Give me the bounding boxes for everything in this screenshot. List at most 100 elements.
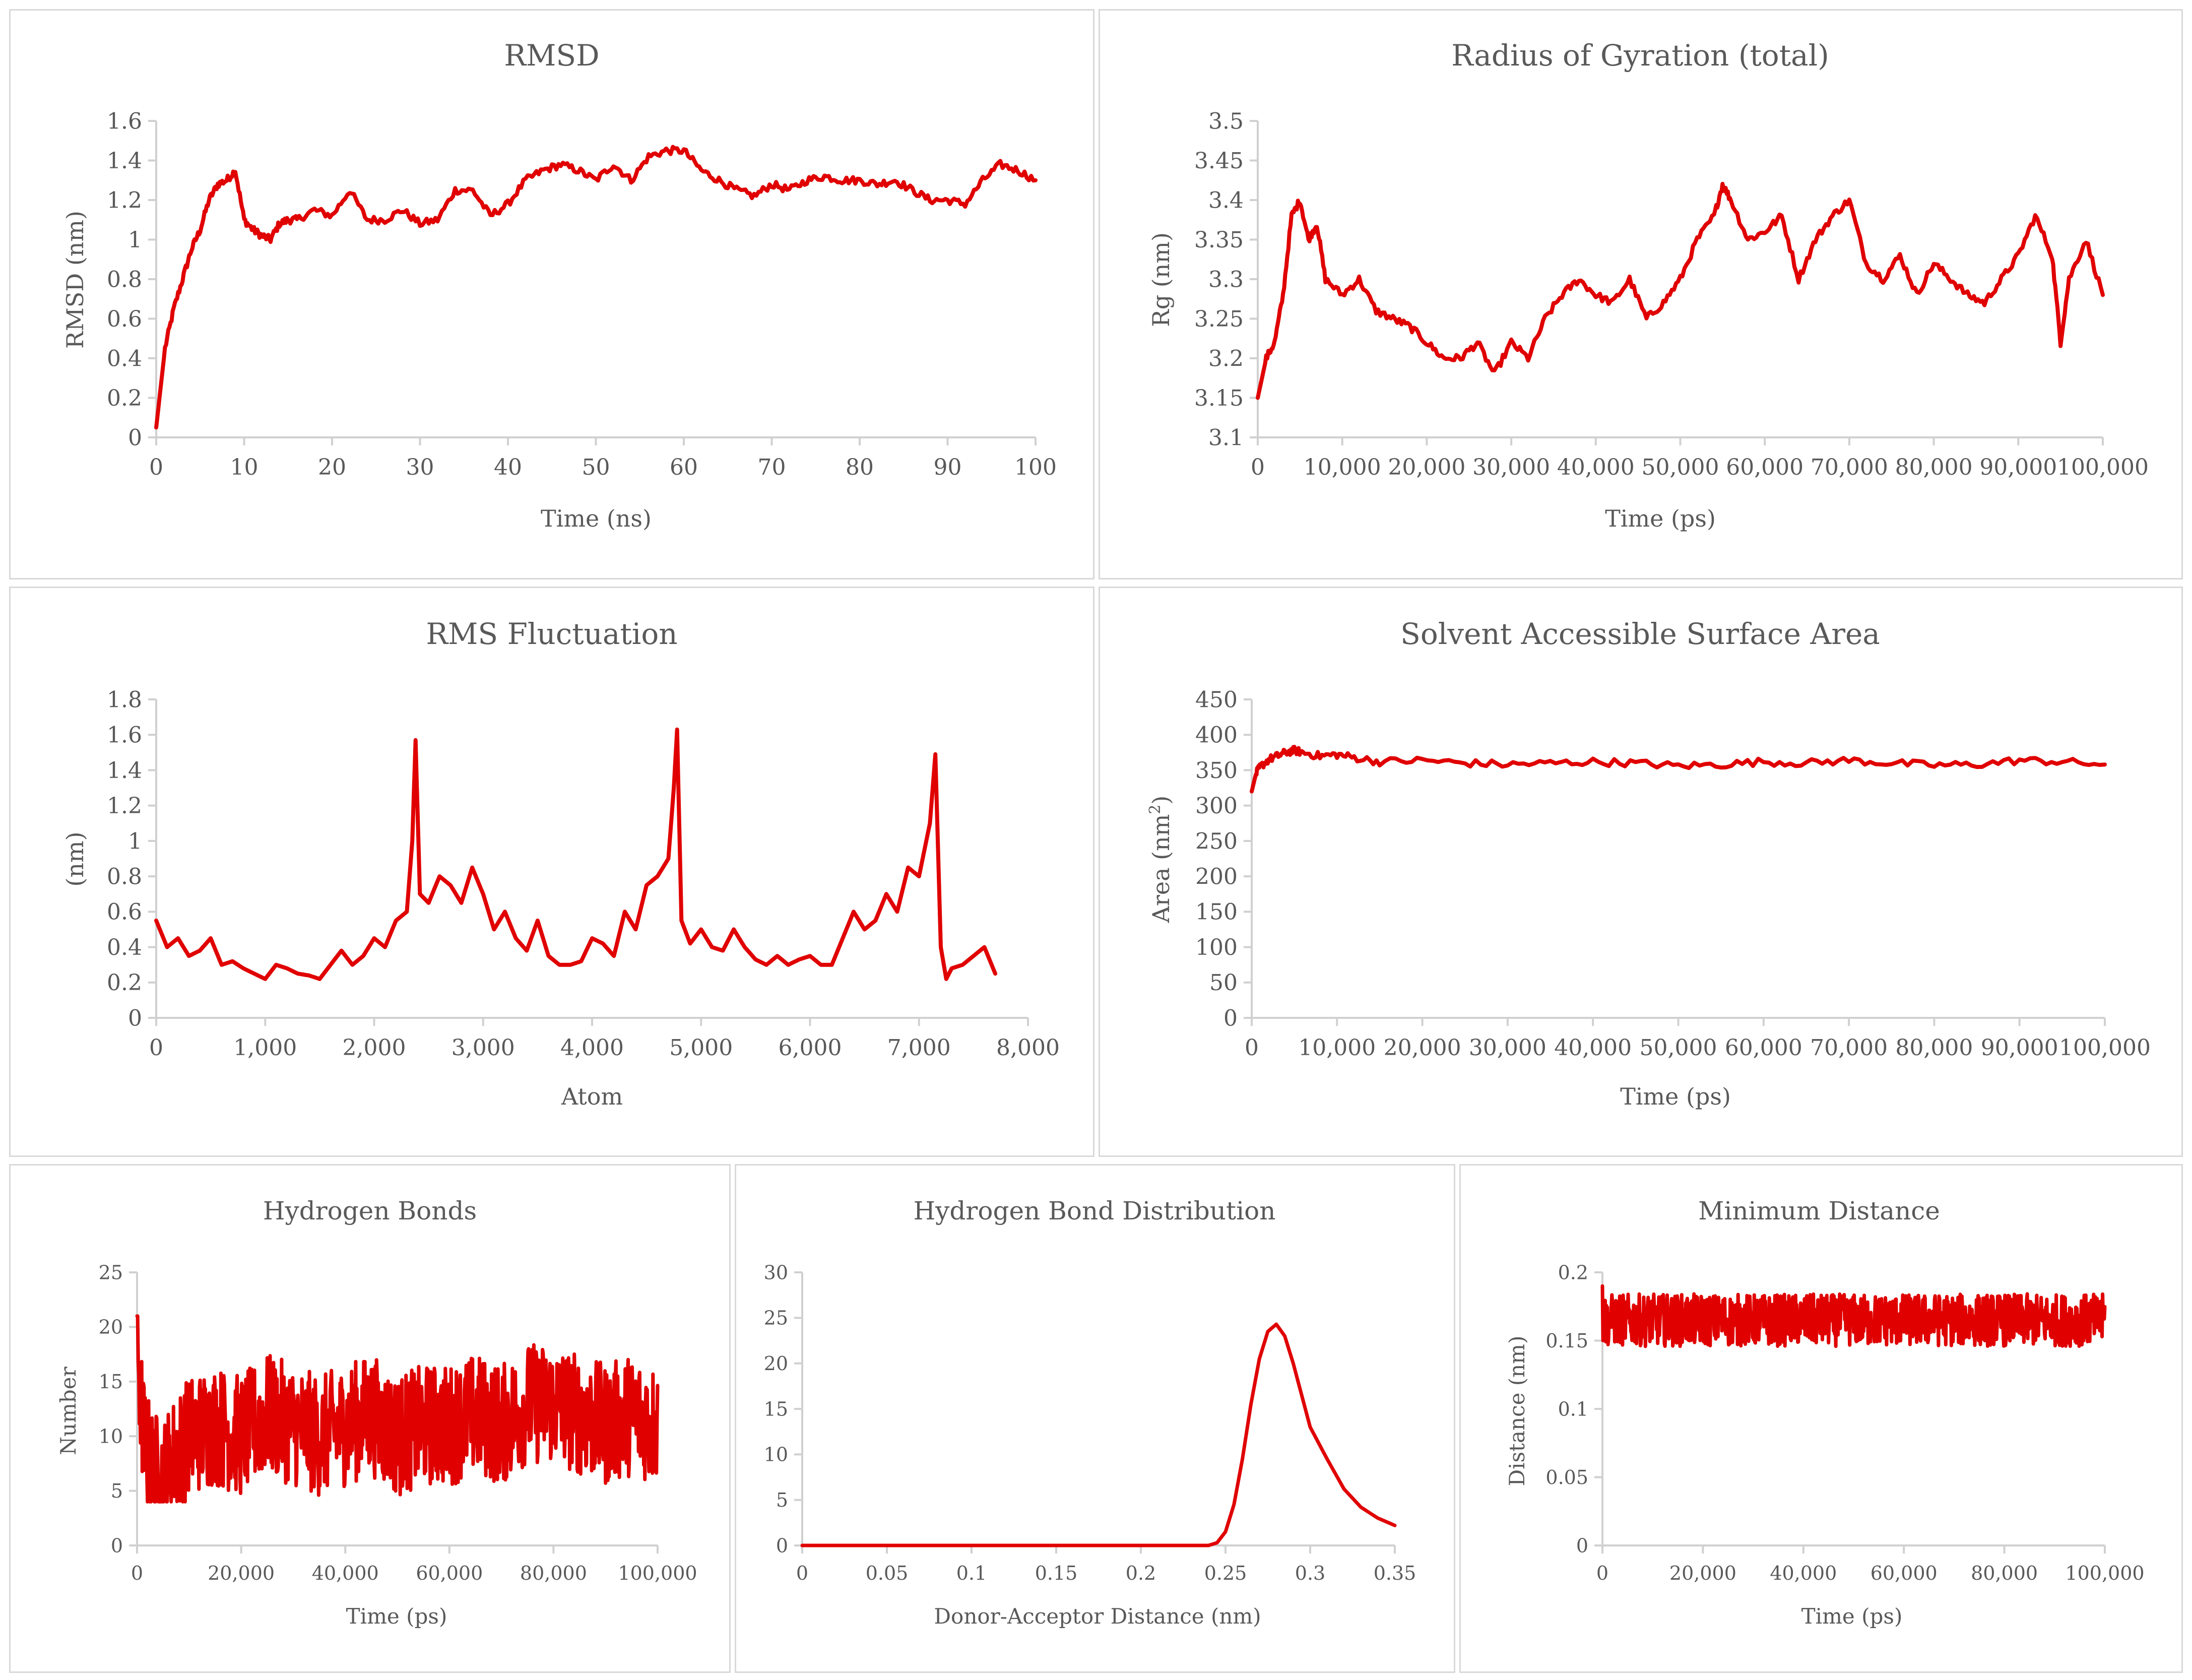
hbonds-ytick-label: 5	[111, 1480, 123, 1502]
mindist-xtick-label: 0	[1596, 1562, 1608, 1584]
hbdist-series-line	[800, 1322, 1397, 1547]
hbonds-xtick-label: 40,000	[312, 1562, 379, 1584]
sasa-xtick-label: 70,000	[1810, 1035, 1888, 1061]
rg-xtick-label: 0	[1251, 455, 1265, 480]
sasa-ytick-label: 400	[1195, 723, 1238, 748]
hbonds-ytick-label: 20	[99, 1316, 123, 1338]
rmsf-ytick-label: 0.8	[107, 864, 142, 890]
rmsf-ytick-label: 1.8	[107, 687, 142, 713]
sasa-ytick-label: 350	[1195, 758, 1238, 784]
mindist-ytick-label: 0.15	[1545, 1330, 1588, 1352]
hbdist-ytick-label: 5	[776, 1489, 788, 1511]
rg-ytick-label: 3.45	[1194, 148, 1244, 174]
hbonds-ytick-label: 10	[99, 1426, 123, 1448]
rg-xtick-label: 70,000	[1811, 455, 1888, 480]
hbonds-xtick-label: 80,000	[520, 1562, 587, 1584]
hbdist-xtick-label: 0.3	[1295, 1562, 1325, 1584]
rg-ytick-label: 3.15	[1194, 385, 1244, 411]
hbdist-xtick-label: 0.35	[1374, 1562, 1416, 1584]
ylabel-rmsf: (nm)	[61, 831, 89, 886]
hbdist-xtick-label: 0.1	[956, 1562, 987, 1584]
rmsd-ytick-label: 0.6	[107, 306, 142, 332]
mindist-xtick-label: 60,000	[1871, 1562, 1938, 1584]
rmsd-xtick-label: 50	[582, 455, 610, 480]
sasa-xtick-label: 20,000	[1384, 1035, 1461, 1061]
rg-ytick-label: 3.1	[1208, 425, 1244, 450]
xlabel-rmsf: Atom	[561, 1083, 623, 1110]
hbonds-ytick-label: 15	[99, 1371, 123, 1393]
title-rmsd: RMSD	[504, 38, 599, 73]
hbonds-series-line	[135, 1314, 660, 1504]
title-hbonds: Hydrogen Bonds	[263, 1196, 477, 1225]
title-hbdist: Hydrogen Bond Distribution	[914, 1196, 1276, 1225]
mindist-xtick-label: 100,000	[2065, 1562, 2144, 1584]
sasa-ytick-label: 100	[1195, 935, 1238, 960]
hbdist-ytick-label: 25	[764, 1307, 788, 1329]
hbdist-ytick-label: 20	[764, 1352, 788, 1375]
sasa-xtick-label: 60,000	[1725, 1035, 1802, 1061]
mindist-series-line	[1600, 1284, 2107, 1348]
rmsf-xtick-label: 5,000	[669, 1035, 733, 1061]
rg-series-line	[1256, 181, 2105, 400]
sasa-xtick-label: 100,000	[2059, 1035, 2151, 1061]
sasa-ytick-label: 450	[1195, 687, 1238, 713]
mindist-ytick-label: 0.1	[1558, 1398, 1588, 1420]
ylabel-sasa-pre: Area (nm	[1147, 814, 1175, 924]
rmsf-xtick-label: 7,000	[887, 1035, 951, 1061]
ylabel-mindist: Distance (nm)	[1505, 1335, 1529, 1486]
sasa-ytick-label: 150	[1195, 899, 1238, 925]
rg-ytick-label: 3.4	[1208, 187, 1244, 213]
ylabel-rg: Rg (nm)	[1147, 232, 1175, 327]
rmsd-ytick-label: 1.2	[107, 187, 142, 213]
hbonds-ytick-label: 25	[99, 1261, 123, 1283]
rg-xtick-label: 50,000	[1642, 455, 1719, 480]
rmsf-ytick-label: 1.2	[107, 793, 142, 819]
rg-xtick-label: 40,000	[1557, 455, 1635, 480]
rmsd-ytick-label: 0.8	[107, 267, 142, 292]
sasa-ytick-label: 200	[1195, 864, 1238, 890]
mindist-xtick-label: 80,000	[1971, 1562, 2038, 1584]
hbonds-ytick-label: 0	[111, 1534, 123, 1557]
hbdist-ytick-label: 30	[764, 1261, 788, 1283]
hbdist-ytick-label: 15	[764, 1398, 788, 1420]
rmsd-xtick-label: 60	[670, 455, 698, 480]
hbdist-xtick-label: 0	[796, 1562, 808, 1584]
rg-ytick-label: 3.2	[1208, 346, 1244, 371]
rmsd-ytick-label: 1.6	[107, 108, 142, 134]
rmsf-ytick-label: 1.4	[107, 758, 142, 784]
panel-rg	[1099, 9, 2183, 579]
rmsf-xtick-label: 2,000	[343, 1035, 406, 1061]
xlabel-hbonds: Time (ps)	[346, 1604, 447, 1629]
xlabel-rg: Time (ps)	[1605, 505, 1716, 532]
rg-xtick-label: 60,000	[1726, 455, 1803, 480]
rmsf-ytick-label: 0.6	[107, 899, 142, 925]
rmsd-ytick-label: 0.4	[107, 346, 142, 371]
rg-xtick-label: 20,000	[1388, 455, 1465, 480]
xlabel-sasa: Time (ps)	[1620, 1083, 1731, 1110]
ylabel-sasa: Area (nm2)	[1146, 796, 1175, 924]
sasa-ytick-label: 50	[1209, 970, 1238, 996]
ylabel-sasa-post: )	[1147, 796, 1175, 805]
sasa-ytick-label: 300	[1195, 793, 1238, 819]
title-sasa: Solvent Accessible Surface Area	[1400, 617, 1880, 651]
sasa-ytick-label: 250	[1195, 828, 1238, 854]
xlabel-mindist: Time (ps)	[1801, 1604, 1903, 1629]
mindist-xtick-label: 20,000	[1669, 1562, 1736, 1584]
hbdist-ytick-label: 10	[764, 1444, 788, 1466]
hbdist-xtick-label: 0.2	[1126, 1562, 1156, 1584]
hbdist-xtick-label: 0.05	[866, 1562, 909, 1584]
sasa-xtick-label: 0	[1245, 1035, 1259, 1061]
ylabel-hbonds: Number	[56, 1366, 81, 1455]
mindist-xtick-label: 40,000	[1770, 1562, 1837, 1584]
hbdist-xtick-label: 0.25	[1204, 1562, 1247, 1584]
hbonds-xtick-label: 20,000	[208, 1562, 275, 1584]
sasa-xtick-label: 30,000	[1469, 1035, 1546, 1061]
hbdist-xtick-label: 0.15	[1035, 1562, 1078, 1584]
ylabel-rmsd: RMSD (nm)	[61, 211, 89, 349]
rg-ytick-label: 3.5	[1208, 108, 1244, 134]
rmsf-ytick-label: 0	[128, 1005, 142, 1031]
rg-xtick-label: 30,000	[1472, 455, 1550, 480]
rmsd-ytick-label: 1.4	[107, 148, 142, 174]
rmsf-xtick-label: 4,000	[560, 1035, 624, 1061]
xlabel-rmsd: Time (ns)	[541, 505, 652, 532]
